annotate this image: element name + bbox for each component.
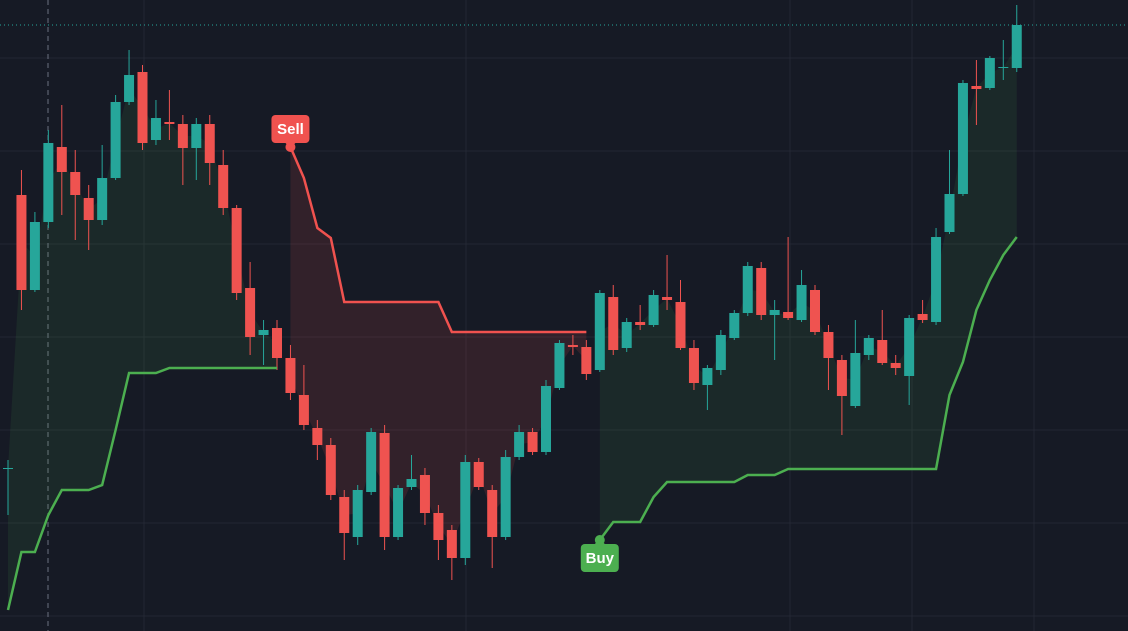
- candle-body: [70, 172, 81, 195]
- candle-body: [285, 358, 296, 393]
- candle-body: [460, 462, 471, 558]
- candle-body: [702, 368, 713, 385]
- candle-body: [473, 462, 484, 487]
- candle-body: [487, 490, 498, 537]
- candle-body: [245, 288, 256, 337]
- signal-pointer: [594, 539, 605, 544]
- lines: [6, 146, 1018, 611]
- candle-body: [984, 58, 995, 88]
- candle-body: [406, 479, 417, 487]
- candle-body: [648, 295, 659, 325]
- candle-body: [204, 124, 215, 163]
- candle-body: [379, 433, 390, 537]
- candle-body: [500, 457, 511, 537]
- candle-body: [231, 208, 242, 293]
- candle-body: [581, 347, 592, 374]
- candle-body: [339, 497, 350, 533]
- candle-body: [97, 178, 108, 220]
- candle-body: [756, 268, 767, 315]
- candle-body: [877, 340, 888, 363]
- candle-body: [850, 353, 861, 406]
- signal-pointer: [285, 143, 296, 148]
- candle-body: [312, 428, 323, 445]
- candle-body: [998, 67, 1009, 68]
- signal-box: [580, 544, 619, 572]
- candle-body: [796, 285, 807, 320]
- candle-body: [742, 266, 753, 313]
- candle-body: [258, 330, 269, 335]
- candle-body: [352, 490, 363, 537]
- candle-body: [608, 297, 619, 350]
- candle-body: [150, 118, 161, 140]
- candle-body: [541, 386, 551, 452]
- candle-body: [729, 313, 740, 338]
- candle-body: [366, 432, 377, 492]
- candle-body: [823, 332, 834, 358]
- signal-label: Buy: [586, 550, 615, 567]
- candle-body: [783, 312, 794, 318]
- candle-body: [16, 195, 27, 290]
- signal-label: Sell: [277, 121, 304, 138]
- candle-body: [904, 318, 915, 376]
- candle-body: [514, 432, 525, 457]
- candle-body: [810, 290, 820, 332]
- candle-body: [29, 222, 40, 290]
- candle-body: [944, 194, 955, 232]
- candle-body: [177, 124, 188, 148]
- candle-body: [554, 343, 565, 388]
- labels: Sell Buy: [271, 115, 619, 572]
- candle-body: [218, 165, 229, 208]
- candle-body: [957, 83, 968, 194]
- supertrend-line: [6, 236, 1018, 611]
- trend-fill: [290, 147, 587, 544]
- candle-body: [662, 297, 673, 300]
- candle-body: [567, 345, 578, 347]
- candle-body: [594, 293, 605, 370]
- candle-body: [433, 513, 444, 540]
- trend-fill: [599, 46, 1017, 540]
- candle-body: [1011, 25, 1022, 68]
- candle-body: [419, 475, 430, 513]
- candle-body: [621, 322, 632, 348]
- candle-body: [164, 122, 175, 124]
- candle-body: [3, 468, 13, 469]
- candle-body: [715, 335, 726, 370]
- candle-body: [110, 102, 121, 178]
- candle-body: [769, 310, 780, 315]
- candle-body: [83, 198, 94, 220]
- candle-body: [325, 445, 336, 495]
- candle-body: [836, 360, 847, 396]
- candle-body: [635, 322, 646, 325]
- supertrend-line: [289, 146, 587, 334]
- candle-body: [124, 75, 135, 102]
- candle-body: [298, 395, 309, 425]
- candle-body: [137, 72, 148, 143]
- candle-body: [527, 432, 538, 452]
- candle-body: [971, 86, 982, 89]
- candle-body: [272, 328, 282, 358]
- candle-body: [446, 530, 457, 558]
- candle-body: [43, 143, 54, 222]
- candle-body: [890, 363, 901, 368]
- candle-body: [675, 302, 686, 348]
- candles: [0, 5, 1128, 580]
- candle-body: [393, 488, 404, 537]
- candle-body: [688, 348, 699, 383]
- candle-body: [931, 237, 942, 322]
- candle-body: [56, 147, 67, 172]
- candle-body: [863, 338, 874, 355]
- signal-box: [271, 115, 310, 143]
- candle-body: [917, 314, 928, 320]
- candle-body: [191, 124, 202, 148]
